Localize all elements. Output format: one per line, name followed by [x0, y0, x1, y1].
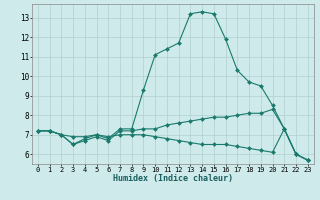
X-axis label: Humidex (Indice chaleur): Humidex (Indice chaleur) [113, 174, 233, 183]
